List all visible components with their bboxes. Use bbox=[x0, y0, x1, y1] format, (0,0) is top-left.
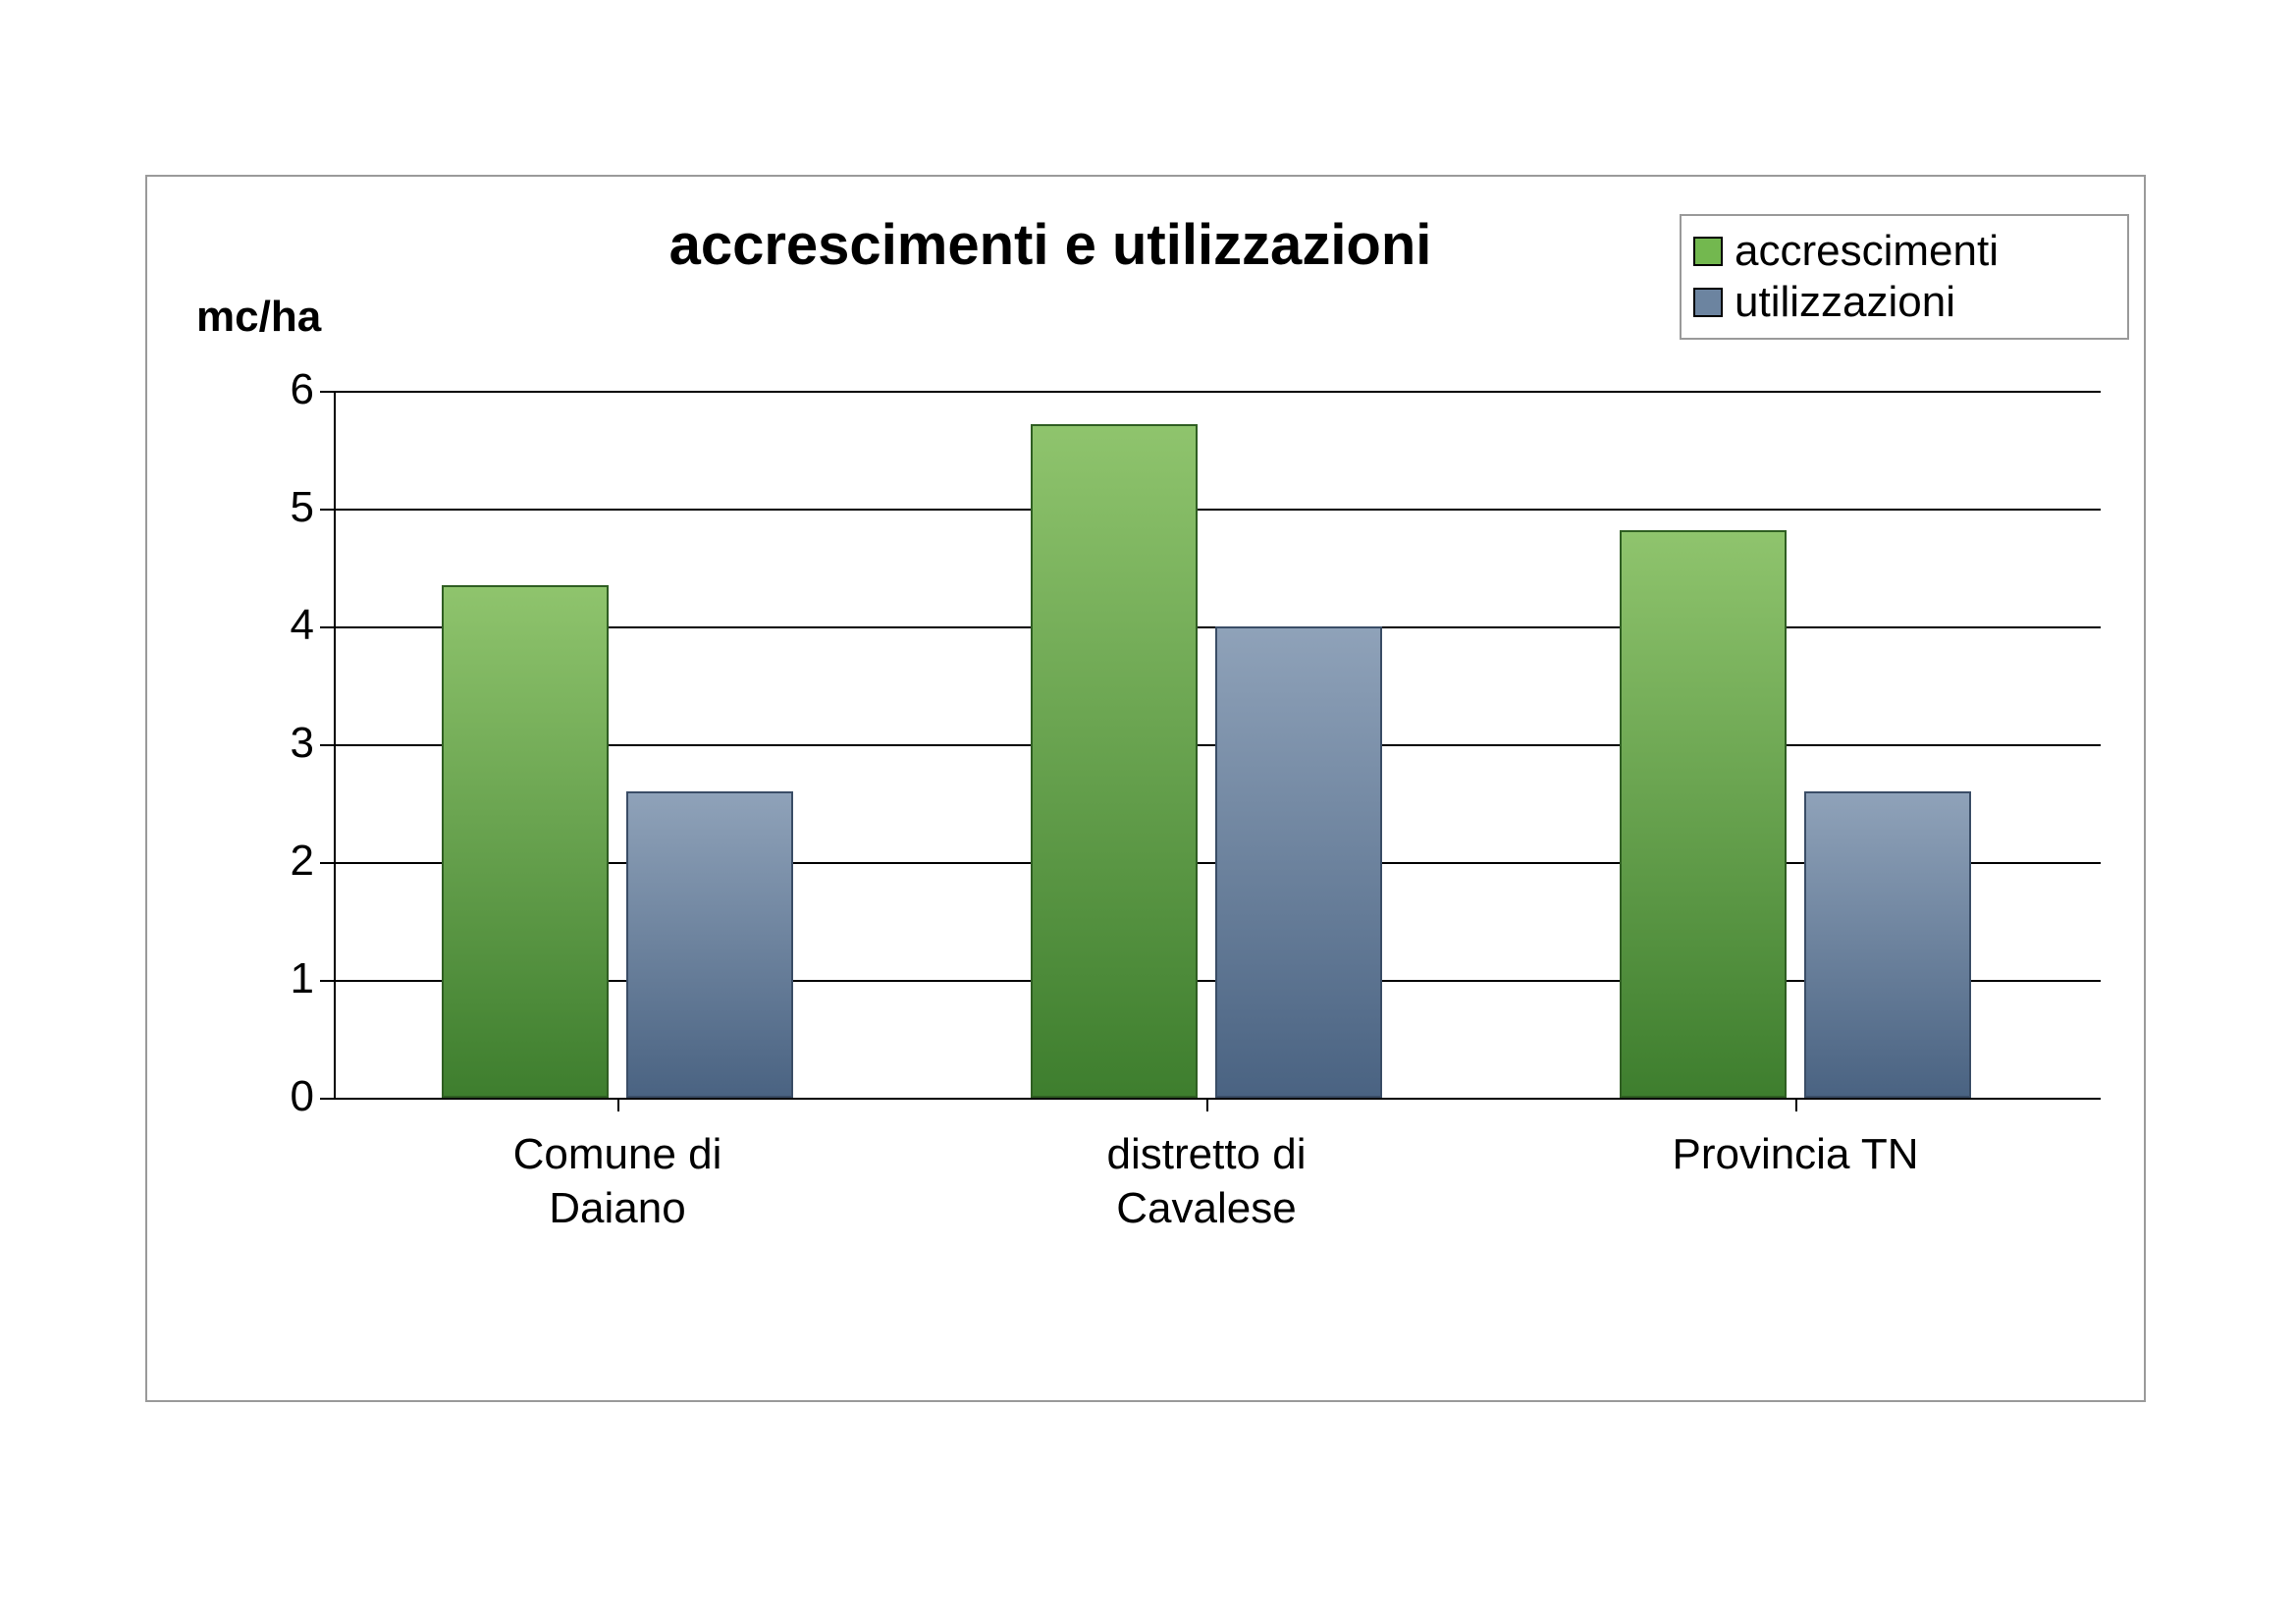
y-tick-label: 3 bbox=[255, 719, 314, 768]
gridline bbox=[334, 1098, 2101, 1100]
x-tick-label: Provincia TN bbox=[1540, 1127, 2051, 1181]
y-tick-mark bbox=[320, 1098, 334, 1100]
x-tick-mark bbox=[1795, 1098, 1797, 1111]
legend-swatch bbox=[1693, 237, 1723, 266]
y-tick-label: 0 bbox=[255, 1072, 314, 1121]
x-tick-mark bbox=[617, 1098, 619, 1111]
x-tick-label: distretto diCavalese bbox=[951, 1127, 1462, 1235]
bar bbox=[1031, 424, 1198, 1098]
y-tick-mark bbox=[320, 862, 334, 864]
y-tick-mark bbox=[320, 391, 334, 393]
gridline bbox=[334, 509, 2101, 511]
legend: accrescimentiutilizzazioni bbox=[1680, 214, 2129, 340]
y-axis-line bbox=[334, 391, 336, 1098]
bar bbox=[1804, 791, 1971, 1098]
x-tick-mark bbox=[1206, 1098, 1208, 1111]
y-tick-label: 2 bbox=[255, 837, 314, 886]
legend-label: accrescimenti bbox=[1735, 228, 1999, 275]
x-tick-label: Comune diDaiano bbox=[362, 1127, 873, 1235]
legend-swatch bbox=[1693, 288, 1723, 317]
legend-item: utilizzazioni bbox=[1693, 279, 2115, 326]
legend-item: accrescimenti bbox=[1693, 228, 2115, 275]
y-tick-label: 1 bbox=[255, 954, 314, 1003]
bar bbox=[1215, 626, 1382, 1098]
y-tick-mark bbox=[320, 980, 334, 982]
plot-area: 0123456Comune diDaianodistretto diCavale… bbox=[334, 391, 2101, 1098]
y-tick-mark bbox=[320, 509, 334, 511]
y-tick-label: 4 bbox=[255, 601, 314, 650]
y-tick-mark bbox=[320, 744, 334, 746]
chart-title: accrescimenti e utilizzazioni bbox=[510, 212, 1590, 278]
bar bbox=[626, 791, 793, 1098]
y-tick-mark bbox=[320, 626, 334, 628]
bar bbox=[1620, 530, 1787, 1098]
bar bbox=[442, 585, 609, 1098]
y-tick-label: 6 bbox=[255, 365, 314, 414]
legend-label: utilizzazioni bbox=[1735, 279, 1955, 326]
y-tick-label: 5 bbox=[255, 483, 314, 532]
y-axis-label: mc/ha bbox=[196, 293, 321, 342]
gridline bbox=[334, 391, 2101, 393]
